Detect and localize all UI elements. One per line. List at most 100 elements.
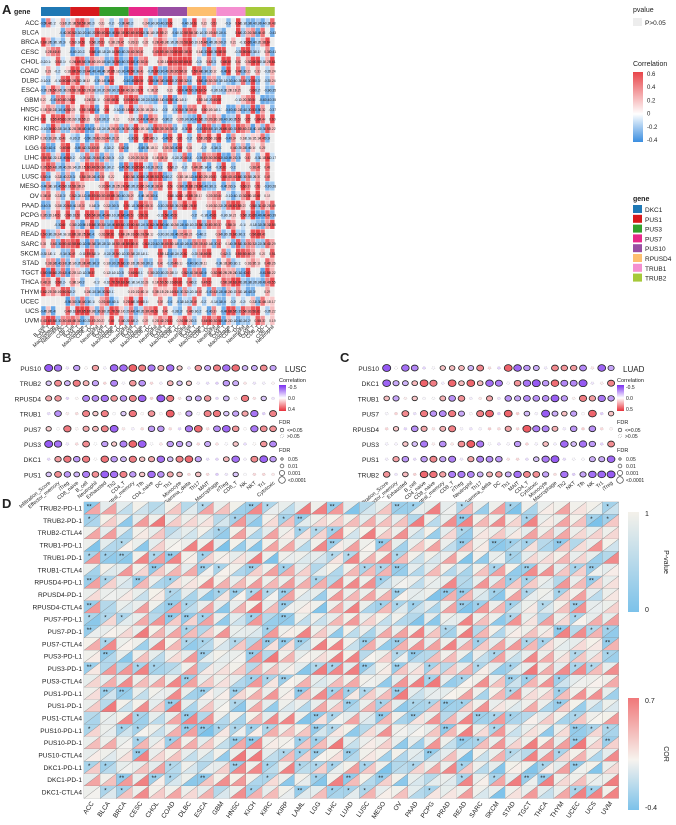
heat-cell-value: 0.16 <box>250 146 257 150</box>
heat-cell-value: -0.49 <box>137 146 145 150</box>
heat-cell <box>270 152 275 162</box>
heat-cell <box>231 152 236 162</box>
gene-legend-label: TRUB2 <box>645 276 667 283</box>
heat-cell <box>250 191 256 201</box>
heat-cell-value: 0.27 <box>64 175 71 179</box>
heat-cell <box>158 162 163 172</box>
heat-cell <box>75 66 80 76</box>
heat-cell <box>65 114 71 124</box>
heat-cell <box>123 75 129 85</box>
heat-cell-value: 0.45 <box>55 50 62 54</box>
bubble <box>486 395 493 402</box>
heat-cell-value: 0.24 <box>118 185 125 189</box>
heat-cell <box>255 152 260 162</box>
gene-band-pus1 <box>70 7 100 16</box>
heat-cell <box>226 162 231 172</box>
heat-cell-value: -0.14 <box>40 79 48 83</box>
bubble <box>54 471 62 478</box>
bubble <box>447 379 457 387</box>
heat-cell <box>216 200 221 210</box>
heat-cell <box>99 47 105 57</box>
heat-cell-value: 0.30 <box>64 31 71 35</box>
heat-cell <box>236 75 241 85</box>
heat-cell <box>94 75 100 85</box>
heat-cell-value: 0.31 <box>84 108 91 112</box>
heat-cell-value: 0.30 <box>254 175 261 179</box>
heat-cell <box>255 56 260 66</box>
heat-cell-value: 0.14 <box>69 165 76 169</box>
heat-cell-value: 0.48 <box>264 165 271 169</box>
heat-cell <box>60 27 66 37</box>
heat-cell <box>255 85 260 95</box>
bubble <box>259 455 269 463</box>
heat-cell <box>99 27 105 37</box>
heat-cell-value: 0.52 <box>196 98 203 102</box>
bubble <box>193 425 203 433</box>
heat-cell-value: 0.58 <box>113 50 120 54</box>
heat-cell <box>119 66 124 76</box>
bubble <box>243 381 247 385</box>
heat-cell <box>153 123 158 133</box>
heat-cell <box>192 152 197 162</box>
heat-cell-value: -0.37 <box>147 165 155 169</box>
heat-cell-value: 0.15 <box>206 31 213 35</box>
heat-cell-value: 0.56 <box>79 117 86 121</box>
bubble <box>569 379 578 387</box>
heat-cell <box>255 18 260 28</box>
heat-cell <box>133 171 139 181</box>
heat-cell <box>46 191 51 201</box>
heat-cell <box>250 152 256 162</box>
heat-cell <box>85 27 90 37</box>
heat-cell-value: 0.31 <box>60 21 67 25</box>
heat-cell <box>109 171 114 181</box>
heat-cell <box>216 191 221 201</box>
heat-cell-value: -0.45 <box>205 41 213 45</box>
heat-cell-value: 0.60 <box>196 175 203 179</box>
heat-cell <box>216 75 221 85</box>
heat-cell-value: 0.58 <box>235 204 242 208</box>
heat-cell <box>148 143 153 153</box>
heat-cell <box>192 104 197 114</box>
bubble <box>384 412 389 416</box>
heat-cell-value: -0.47 <box>220 117 228 121</box>
bubble <box>45 395 53 402</box>
heat-cell <box>201 18 207 28</box>
heat-cell <box>75 114 80 124</box>
heat-cell-value: 0.54 <box>79 175 86 179</box>
heat-cell-value: -0.38 <box>239 69 247 73</box>
heat-cell <box>226 75 231 85</box>
heat-cell-value: -0.43 <box>88 69 96 73</box>
heat-cell <box>177 143 183 153</box>
heat-cell <box>182 162 187 172</box>
bubble <box>560 470 569 478</box>
heat-cell <box>182 123 187 133</box>
heat-cell <box>211 75 217 85</box>
heat-cell <box>240 95 246 105</box>
pair-row-label: RPUSD4-PD-1 <box>38 592 82 599</box>
heat-cell <box>236 56 241 66</box>
heat-cell <box>211 95 217 105</box>
heat-cell <box>201 27 207 37</box>
heat-cell <box>255 200 260 210</box>
bubble <box>82 410 91 418</box>
heat-cell <box>46 296 51 306</box>
heat-cell <box>148 181 153 191</box>
heat-cell <box>65 18 71 28</box>
heat-cell <box>250 95 256 105</box>
heat-cell <box>99 133 105 143</box>
heat-cell-value: -0.35 <box>186 137 194 141</box>
heat-cell <box>60 133 66 143</box>
heat-cell-value: 0.64 <box>133 127 140 131</box>
heat-cell <box>270 133 275 143</box>
heat-cell-value: 0.56 <box>103 108 110 112</box>
heat-cell <box>201 181 207 191</box>
heat-cell <box>114 37 119 47</box>
heat-cell-value: 0.67 <box>176 89 183 93</box>
heat-cell-value: 0.19 <box>206 204 213 208</box>
bubble <box>72 379 81 387</box>
heat-cell <box>123 171 129 181</box>
bubble <box>392 426 400 432</box>
bubble <box>560 395 568 402</box>
heat-cell <box>236 171 241 181</box>
heat-cell <box>182 114 187 124</box>
